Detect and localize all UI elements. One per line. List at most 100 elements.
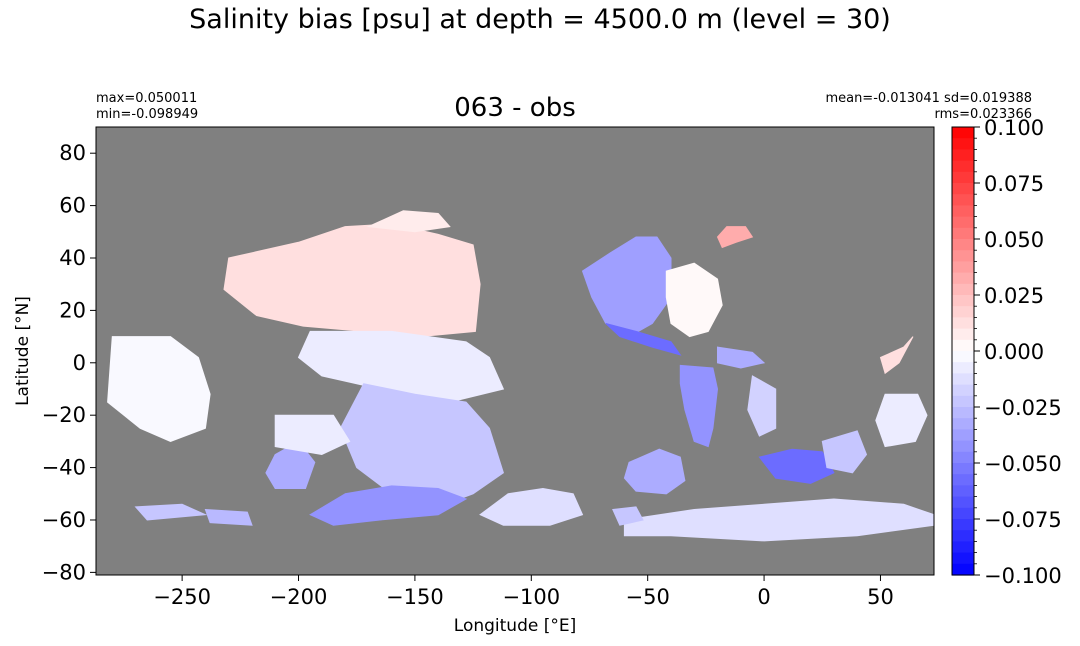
region-west-pacific xyxy=(107,336,211,442)
x-axis-label: Longitude [°E] xyxy=(454,616,576,636)
colorbar-level xyxy=(952,328,974,341)
colorbar-level xyxy=(952,239,974,251)
colorbar-level xyxy=(952,463,974,475)
region-angola-basin xyxy=(747,375,777,437)
colorbar-level xyxy=(952,496,974,509)
colorbar-level xyxy=(952,485,974,498)
region-drake xyxy=(612,506,644,526)
colorbar-level xyxy=(952,317,974,330)
region-argentine-basin xyxy=(623,448,686,495)
region-cape-basin xyxy=(758,448,835,484)
colorbar-level xyxy=(952,474,974,486)
colorbar-tick-label: −0.025 xyxy=(984,396,1062,420)
colorbar-level xyxy=(952,250,974,262)
x-tick-label: 0 xyxy=(757,585,770,609)
y-tick-label: 60 xyxy=(59,194,86,218)
colorbar-level xyxy=(952,563,974,576)
colorbar-level xyxy=(952,138,974,150)
y-tick-label: −60 xyxy=(42,508,86,532)
colorbar-level xyxy=(952,507,974,520)
region-central-pacific-equator xyxy=(297,330,505,403)
colorbar-level xyxy=(952,530,974,542)
region-indian-sw xyxy=(821,430,868,474)
colorbar-level xyxy=(952,451,974,464)
colorbar-level xyxy=(952,519,974,531)
colorbar-level xyxy=(952,418,974,430)
x-tick-label: −200 xyxy=(270,585,328,609)
colorbar-level xyxy=(952,429,974,442)
colorbar-level xyxy=(952,541,974,554)
stat-min: min=-0.098949 xyxy=(96,107,199,122)
y-tick-label: 40 xyxy=(59,246,86,270)
colorbar-level xyxy=(952,227,974,240)
colorbar-level xyxy=(952,127,974,139)
colorbar-level xyxy=(952,339,974,352)
y-axis-label: Latitude [°N] xyxy=(13,296,33,406)
colorbar-tick-label: 0.050 xyxy=(984,228,1044,252)
colorbar-level xyxy=(952,261,974,274)
region-pacific-se xyxy=(274,414,351,456)
stats-right: mean=-0.013041 sd=0.019388 rms=0.023366 xyxy=(825,91,1032,123)
region-indian-central xyxy=(875,393,928,448)
colorbar-tick-label: −0.075 xyxy=(984,508,1062,532)
colorbar-level xyxy=(952,149,974,162)
colorbar-tick-label: 0.075 xyxy=(984,172,1044,196)
colorbar-level xyxy=(952,194,974,206)
y-tick-label: −20 xyxy=(42,403,86,427)
region-southern-ocean-atlantic xyxy=(623,498,934,542)
colorbar-level xyxy=(952,216,974,229)
region-brazil-basin xyxy=(679,364,719,448)
region-pacific-north-tongue xyxy=(366,210,451,233)
colorbar-level xyxy=(952,272,974,285)
colorbar-level xyxy=(952,384,974,397)
y-tick-label: 0 xyxy=(73,351,86,375)
colorbar-tick-label: −0.100 xyxy=(984,564,1062,588)
x-tick-label: −150 xyxy=(386,585,444,609)
colorbar-level xyxy=(952,552,974,565)
colorbar-level xyxy=(952,283,974,296)
colorbar-level xyxy=(952,183,974,195)
colorbar-level xyxy=(952,440,974,453)
y-tick-label: −40 xyxy=(42,456,86,480)
colorbar-tick-label: 0.000 xyxy=(984,340,1044,364)
colorbar-level xyxy=(952,295,974,307)
colorbar-level xyxy=(952,407,974,419)
x-tick-label: 50 xyxy=(867,585,894,609)
region-bellingshausen xyxy=(479,487,584,526)
colorbar-level xyxy=(952,160,974,173)
region-pacific-s-central xyxy=(339,383,504,508)
region-arabian-sea xyxy=(879,336,914,375)
region-southwest-pacific xyxy=(309,485,468,526)
stat-rms: rms=0.023366 xyxy=(934,107,1032,122)
colorbar-level xyxy=(952,395,974,408)
colorbar-level xyxy=(952,351,974,363)
colorbar-tick-label: 0.025 xyxy=(984,284,1044,308)
region-caribbean xyxy=(605,323,682,356)
y-tick-label: 80 xyxy=(59,141,86,165)
stats-left: max=0.050011 min=-0.098949 xyxy=(96,91,198,123)
colorbar-level xyxy=(952,373,974,386)
stat-mean-sd: mean=-0.013041 sd=0.019388 xyxy=(825,91,1032,106)
colorbar-level xyxy=(952,205,974,218)
region-southern-ocean-w xyxy=(134,503,208,521)
x-tick-label: −50 xyxy=(626,585,670,609)
region-north-atlantic-e xyxy=(665,262,723,338)
region-north-pacific xyxy=(223,223,481,338)
x-tick-label: −250 xyxy=(153,585,211,609)
y-tick-label: −80 xyxy=(42,560,86,584)
region-equatorial-atlantic xyxy=(717,346,766,369)
region-southern-ocean-ross xyxy=(204,508,253,526)
colorbar-level xyxy=(952,306,974,318)
x-tick-label: −100 xyxy=(502,585,560,609)
region-labrador xyxy=(716,226,754,249)
figure-suptitle: Salinity bias [psu] at depth = 4500.0 m … xyxy=(189,4,891,35)
stat-max: max=0.050011 xyxy=(96,91,198,106)
plot-title: 063 - obs xyxy=(454,93,576,123)
colorbar-tick-label: 0.100 xyxy=(984,116,1044,140)
colorbar-level xyxy=(952,362,974,374)
y-tick-label: 20 xyxy=(59,298,86,322)
colorbar-level xyxy=(952,171,974,184)
colorbar-tick-label: −0.050 xyxy=(984,452,1062,476)
plot-frame xyxy=(95,126,935,576)
